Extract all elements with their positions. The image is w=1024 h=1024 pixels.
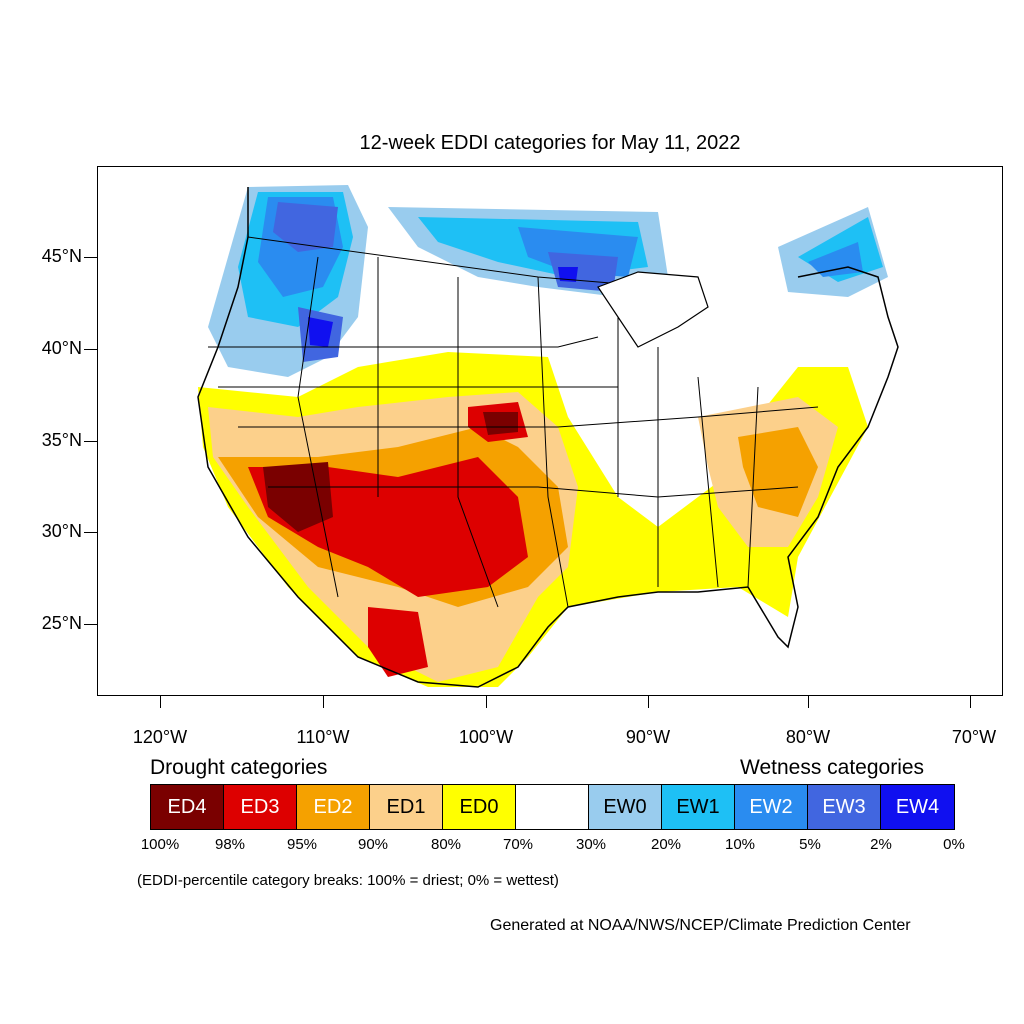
legend-cell-ed1: ED1 — [370, 785, 443, 829]
coastline — [197, 187, 899, 688]
wetness-legend-title: Wetness categories — [740, 756, 925, 779]
lat-label-35: 35°N — [41, 430, 82, 450]
eddi-map — [197, 185, 899, 688]
percentile-label: 5% — [799, 836, 821, 853]
credit-line: Generated at NOAA/NWS/NCEP/Climate Predi… — [490, 917, 911, 934]
wet-ew2-northeast — [808, 242, 863, 277]
dry-ed2-southeast — [738, 427, 818, 517]
lat-tick — [84, 441, 97, 442]
lon-label-90: 90°W — [625, 727, 671, 747]
lat-tick — [84, 257, 97, 258]
great-lakes — [597, 271, 709, 348]
percentile-label: 100% — [140, 836, 180, 853]
wet-ew4b-northwest — [308, 317, 333, 347]
dry-ed4-kansas — [483, 412, 518, 435]
state-borders — [208, 236, 819, 608]
dry-ed4 — [263, 462, 333, 532]
lon-tick — [486, 696, 487, 708]
map-title: 12-week EDDI categories for May 11, 2022 — [359, 132, 741, 154]
legend-cell-ew0: EW0 — [589, 785, 662, 829]
percentile-label: 80% — [430, 836, 462, 853]
percentile-label: 0% — [943, 836, 965, 853]
lon-tick — [323, 696, 324, 708]
wet-ew3-northwest — [273, 202, 338, 252]
category-legend: ED4 ED3 ED2 ED1 ED0 EW0 EW1 EW2 EW3 EW4 — [150, 784, 955, 830]
percentile-label: 30% — [575, 836, 607, 853]
lat-tick — [84, 624, 97, 625]
lat-label-40: 40°N — [41, 338, 82, 358]
lon-label-80: 80°W — [785, 727, 831, 747]
lat-label-45: 45°N — [41, 246, 82, 266]
legend-cell-ew2: EW2 — [735, 785, 808, 829]
percentile-label: 10% — [724, 836, 756, 853]
legend-cell-ed0: ED0 — [443, 785, 516, 829]
percentile-label: 2% — [870, 836, 892, 853]
lon-tick — [808, 696, 809, 708]
legend-cell-ew4: EW4 — [881, 785, 954, 829]
wet-ew4-northcentral — [558, 267, 578, 282]
lon-tick — [160, 696, 161, 708]
legend-cell-ed2: ED2 — [297, 785, 370, 829]
lat-label-25: 25°N — [41, 613, 82, 633]
lon-label-70: 70°W — [951, 727, 997, 747]
legend-cell-ed3: ED3 — [224, 785, 297, 829]
lon-label-110: 110°W — [296, 727, 350, 747]
lon-tick — [970, 696, 971, 708]
percentile-note: (EDDI-percentile category breaks: 100% =… — [137, 872, 559, 889]
lat-tick — [84, 532, 97, 533]
legend-cell-normal — [516, 785, 589, 829]
percentile-label: 20% — [650, 836, 682, 853]
lon-tick — [648, 696, 649, 708]
percentile-label: 70% — [502, 836, 534, 853]
legend-cell-ed4: ED4 — [151, 785, 224, 829]
percentile-label: 98% — [214, 836, 246, 853]
lon-label-120: 120°W — [132, 727, 188, 747]
lon-label-100: 100°W — [458, 727, 514, 747]
lat-tick — [84, 349, 97, 350]
lat-label-30: 30°N — [41, 521, 82, 541]
map-panel — [97, 166, 1003, 696]
drought-legend-title: Drought categories — [150, 756, 328, 779]
legend-cell-ew3: EW3 — [808, 785, 881, 829]
percentile-label: 95% — [286, 836, 318, 853]
percentile-label: 90% — [357, 836, 389, 853]
legend-cell-ew1: EW1 — [662, 785, 735, 829]
dry-ed3-southwest — [368, 607, 428, 677]
